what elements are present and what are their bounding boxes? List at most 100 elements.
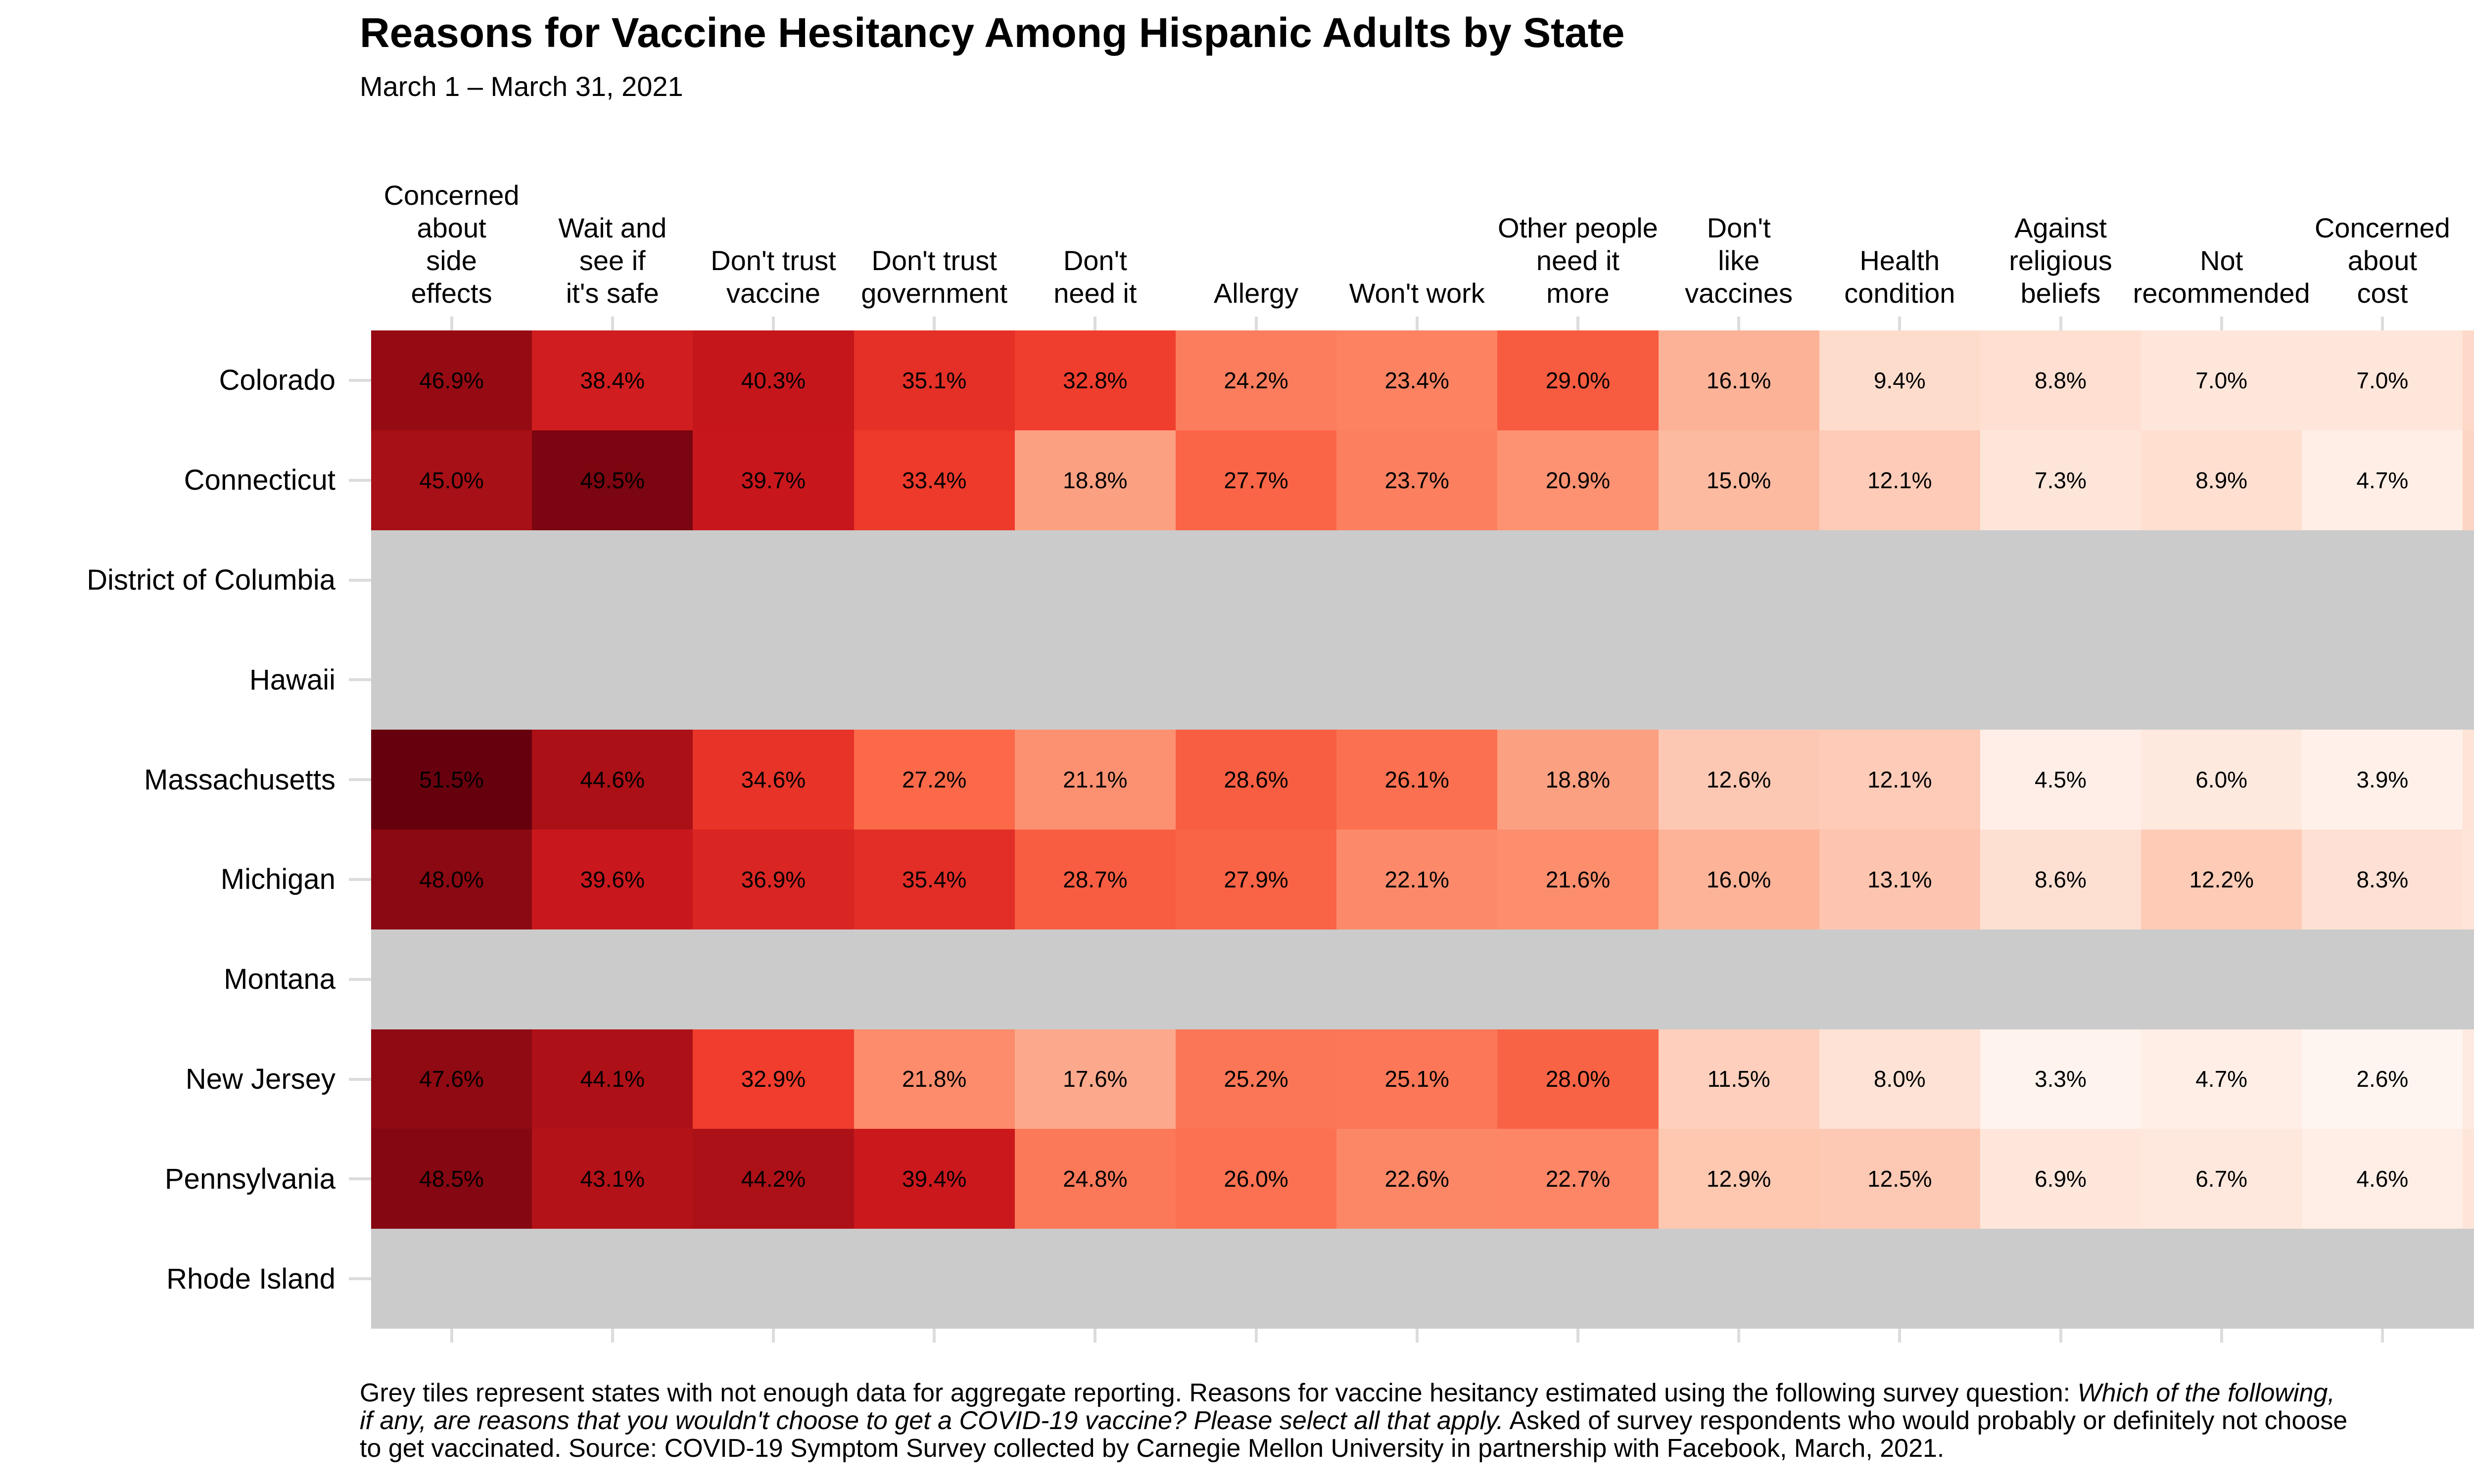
heatmap-cell-text: 29.0% [1545,367,1611,393]
heatmap-cell: 22.7% [1497,1129,1659,1229]
heatmap-cell-text: 12.5% [1867,1166,1932,1192]
heatmap-cell: 44.1% [532,1029,693,1129]
corner-spacer [0,0,371,330]
heatmap-cell-text: 12.1% [1867,767,1932,793]
heatmap-cell-text: 22.1% [1384,866,1449,892]
axis-tick [772,1329,775,1343]
heatmap-cell: 20.9% [1497,430,1659,530]
heatmap-cell: 32.8% [1014,330,1176,430]
heatmap-grid: Concerned about side effects Wait and see… [0,0,2474,1329]
heatmap-cell: 48.5% [371,1129,532,1229]
heatmap-cell: 6.7% [2141,1129,2302,1229]
heatmap-cell: 9.4% [1819,330,1980,430]
axis-tick [349,1177,371,1181]
heatmap-cell: 23.7% [1336,430,1498,530]
heatmap-cell: 4.7% [2141,1029,2302,1129]
heatmap-cell-text: 49.5% [580,467,645,493]
column-header: Don't need it [1015,0,1176,330]
row-label: Hawaii [0,630,371,730]
heatmap-cell: 40.3% [693,330,854,430]
heatmap-cell: 8.6% [1980,829,2141,929]
heatmap-cell-text: 8.0% [1873,1066,1926,1092]
heatmap-cell: 27.7% [1175,430,1337,530]
row-label-text: New Jersey [186,1063,335,1095]
heatmap-cell-text: 21.6% [1545,866,1611,892]
heatmap-cell-text: 22.6% [1384,1166,1449,1192]
footnote-survey-question: Which of the following, [2077,1379,2335,1407]
heatmap-cell-text: 9.4% [1873,367,1926,393]
row-label-text: Colorado [219,364,335,397]
column-header: Won't work [1336,0,1497,330]
heatmap-cell-text: 18.8% [1063,467,1128,493]
column-header: Health condition [1819,0,1980,330]
axis-tick [1898,1329,1902,1343]
heatmap-cell: 5.7% [2463,1029,2474,1129]
heatmap-cell-text: 34.6% [741,767,806,793]
heatmap-cell-text: 28.0% [1545,1066,1611,1092]
axis-tick [933,1329,936,1343]
heatmap-cell-text: 44.1% [580,1066,645,1092]
heatmap-cell: 36.9% [693,829,854,929]
column-header: Other people need it more [1497,0,1658,330]
heatmap-cell: 18.8% [1497,730,1659,830]
heatmap-cell-text: 28.6% [1224,767,1288,793]
column-header-text: Concerned about side effects [383,180,520,309]
heatmap-cell-text: 39.7% [741,467,806,493]
axis-tick [1898,317,1902,330]
heatmap-cell-text: 46.9% [419,367,484,393]
heatmap-cell: 21.8% [854,1029,1015,1129]
heatmap-cell-text: 12.2% [2189,866,2254,892]
heatmap-cell: 2.6% [2302,1029,2463,1129]
row-label: New Jersey [0,1029,371,1129]
row-label: Massachusetts [0,730,371,830]
heatmap-cell-text: 20.9% [1545,467,1611,493]
heatmap-cell: 16.1% [1658,330,1819,430]
heatmap-cell: 21.6% [1497,829,1659,929]
heatmap-cell: 24.2% [1175,330,1337,430]
heatmap-cell: 38.4% [532,330,693,430]
axis-tick [2381,1329,2384,1343]
heatmap-cell: 25.2% [1175,1029,1337,1129]
heatmap-cell: 12.9% [1658,1129,1819,1229]
column-header-text: Don't trust government [861,245,1008,309]
row-label: Pennsylvania [0,1129,371,1229]
axis-tick [2220,317,2223,330]
heatmap-cell-text: 2.6% [2356,1066,2409,1092]
column-header: Don't trust vaccine [693,0,854,330]
heatmap-cell-text: 21.1% [1063,767,1128,793]
footnote-line-2: if any, are reasons that you wouldn't ch… [360,1407,2347,1435]
no-data-row [371,929,2474,1029]
column-header: Don't like vaccines [1659,0,1819,330]
column-header-text: Won't work [1349,278,1485,309]
footnote-source: to get vaccinated. Source: COVID-19 Symp… [360,1434,1945,1463]
heatmap-cell: 12.1% [1819,730,1980,830]
heatmap-cell-text: 8.3% [2356,866,2409,892]
heatmap-cell: 51.5% [371,730,532,830]
footnote-text: Asked of survey respondents who would pr… [1503,1406,2348,1435]
heatmap-cell-text: 33.4% [902,467,967,493]
axis-tick [1415,1329,1419,1343]
heatmap-cell-text: 24.2% [1224,367,1288,393]
heatmap-cell-text: 12.9% [1706,1166,1771,1192]
axis-tick [349,678,371,682]
heatmap-cell-text: 6.7% [2195,1166,2248,1192]
heatmap-cell: 33.4% [854,430,1015,530]
heatmap-cell-text: 4.5% [2035,767,2087,793]
heatmap-cell: 45.0% [371,430,532,530]
column-header-text: Allergy [1213,278,1299,309]
heatmap-cell: 7.3% [2463,1129,2474,1229]
heatmap-cell: 21.1% [1014,730,1176,830]
row-label: Colorado [0,330,371,430]
axis-tick [1094,317,1097,330]
heatmap-cell-text: 4.7% [2356,467,2409,493]
heatmap-cell: 47.6% [371,1029,532,1129]
heatmap-cell: 22.1% [1336,829,1498,929]
axis-tick [349,878,371,881]
heatmap-cell-text: 7.3% [2035,467,2087,493]
heatmap-cell-text: 7.0% [2195,367,2248,393]
heatmap-cell: 23.4% [1336,330,1498,430]
heatmap-cell-text: 27.7% [1224,467,1288,493]
heatmap-cell: 7.0% [2141,330,2302,430]
heatmap-cell-text: 18.8% [1545,767,1611,793]
